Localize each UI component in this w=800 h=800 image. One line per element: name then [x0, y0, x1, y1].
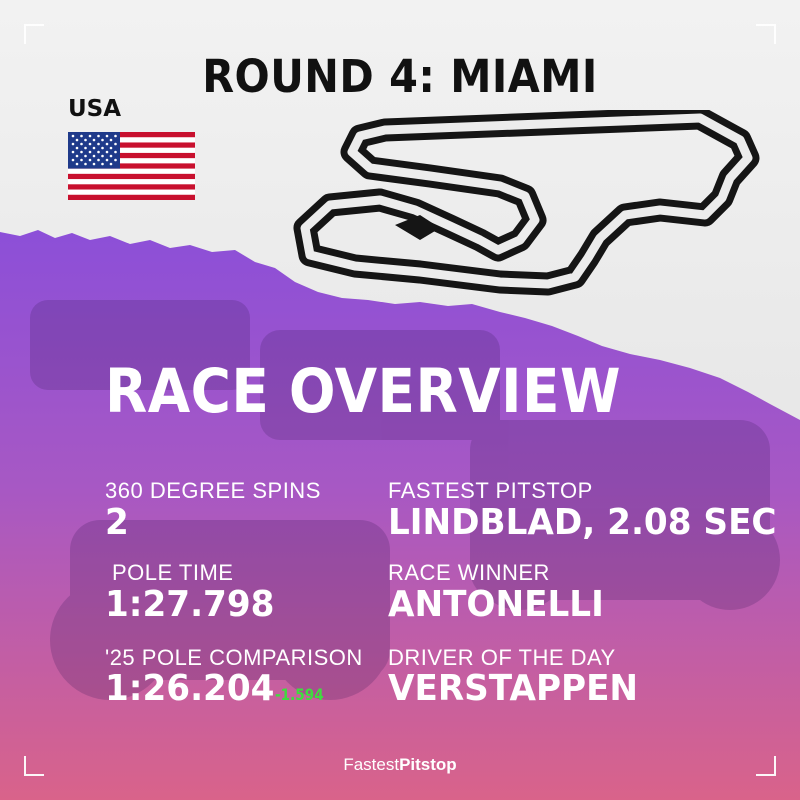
car-silhouettes	[30, 300, 780, 700]
brand-logo: FastestPitstop	[0, 755, 800, 775]
corner-bracket-bottom-left	[24, 756, 44, 776]
torn-paper-edge	[0, 230, 800, 800]
pole-time-value: 1:27.798	[105, 584, 275, 625]
usa-flag-icon	[68, 132, 195, 200]
round-title: ROUND 4: MIAMI	[202, 50, 598, 103]
driver-of-day-label: DRIVER OF THE DAY	[388, 645, 616, 670]
spins-value: 2	[105, 502, 129, 543]
section-title: RACE OVERVIEW	[105, 356, 621, 427]
corner-bracket-top-right	[756, 24, 776, 44]
pole-time-label: POLE TIME	[112, 560, 234, 585]
miami-circuit-map	[293, 110, 760, 296]
corner-bracket-bottom-right	[756, 756, 776, 776]
fastest-pitstop-value: LINDBLAD, 2.08 SEC	[388, 502, 777, 543]
fastest-pitstop-label: FASTEST PITSTOP	[388, 478, 593, 503]
brand-part2: Pitstop	[399, 755, 457, 774]
spins-label: 360 DEGREE SPINS	[105, 478, 321, 503]
race-winner-label: RACE WINNER	[388, 560, 550, 585]
corner-bracket-top-left	[24, 24, 44, 44]
pole-delta: -1.594	[275, 685, 324, 704]
race-winner-value: ANTONELLI	[388, 584, 604, 625]
country-label: USA	[68, 96, 122, 122]
brand-part1: Fastest	[343, 755, 400, 774]
driver-of-day-value: VERSTAPPEN	[388, 668, 639, 709]
pole-comparison-label: '25 POLE COMPARISON	[105, 645, 363, 670]
pole-comparison-value: 1:26.204	[105, 668, 275, 709]
